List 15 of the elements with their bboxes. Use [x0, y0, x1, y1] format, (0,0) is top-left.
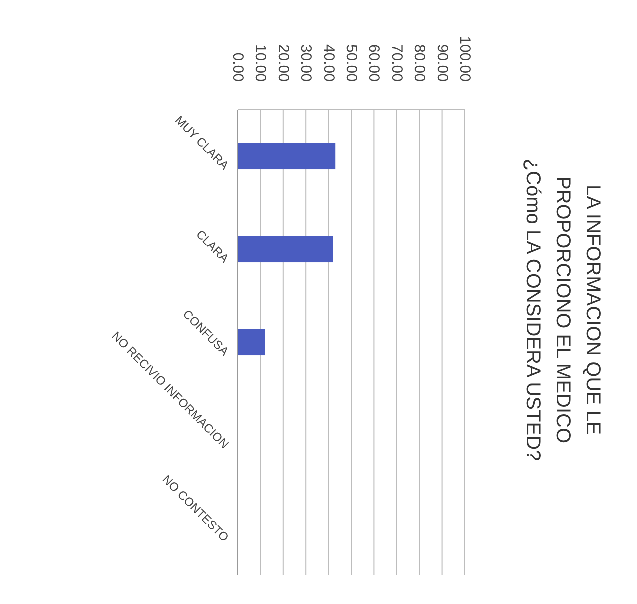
- bar: [238, 329, 266, 356]
- x-tick-label: 20.00: [274, 44, 292, 82]
- x-tick-label: 0.00: [230, 52, 246, 82]
- bar: [238, 236, 334, 263]
- x-tick-label: 40.00: [320, 44, 338, 82]
- x-tick-label: 70.00: [388, 44, 406, 82]
- x-tick-label: 90.00: [434, 44, 451, 82]
- bar: [238, 143, 336, 170]
- x-tick-label: 30.00: [298, 44, 315, 82]
- x-tick-label: 10.00: [252, 44, 270, 82]
- x-tick-label: 80.00: [411, 44, 428, 82]
- x-tick-label: 60.00: [366, 44, 383, 82]
- x-tick-label: 100.00: [456, 36, 474, 82]
- x-tick-label: 50.00: [343, 44, 360, 82]
- text: LA INFORMACION QUE LE PROPORCIONO EL MEDICO ¿Cómo LA CONSIDERA USTED?: [522, 158, 604, 462]
